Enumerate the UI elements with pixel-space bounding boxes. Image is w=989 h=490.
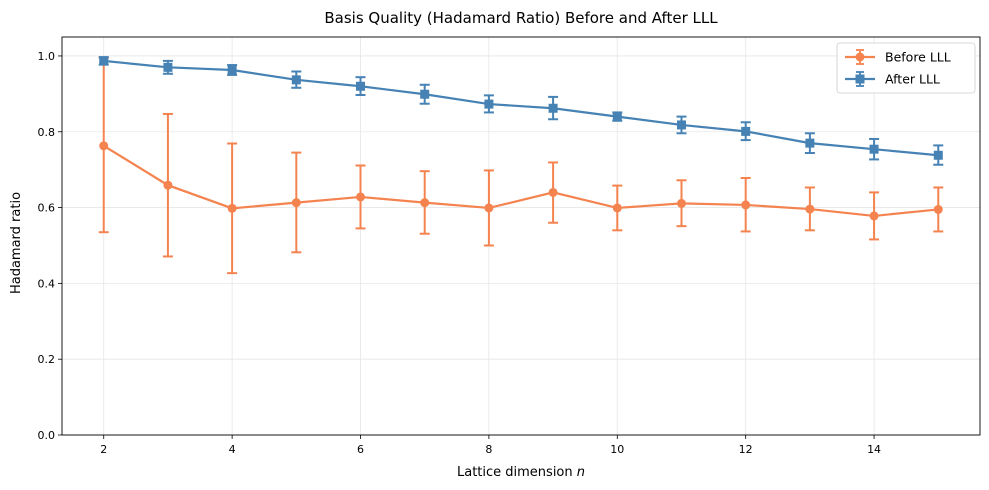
y-axis-ticks: 0.0 0.2 0.4 0.6 0.8 1.0 (38, 50, 62, 442)
legend-label: Before LLL (885, 50, 951, 65)
data-point (933, 204, 943, 214)
legend-label: After LLL (885, 72, 940, 87)
data-point (484, 99, 494, 109)
chart-title: Basis Quality (Hadamard Ratio) Before an… (324, 9, 718, 27)
x-tick-label: 8 (485, 443, 492, 456)
data-point (420, 89, 430, 99)
x-axis-label: Lattice dimension n (457, 465, 585, 480)
x-tick-label: 2 (100, 443, 107, 456)
legend-box (836, 42, 976, 94)
y-tick-label: 0.0 (38, 429, 56, 442)
data-point (163, 180, 173, 190)
data-point (356, 192, 366, 202)
grid (62, 37, 980, 436)
data-point (741, 200, 751, 210)
data-point (356, 81, 366, 91)
y-axis-label: Hadamard ratio (9, 192, 24, 294)
series-layer (98, 56, 944, 275)
data-point (805, 204, 815, 214)
data-point (227, 65, 237, 75)
data-point (869, 211, 879, 221)
data-point (548, 187, 558, 197)
data-point (291, 75, 301, 85)
data-point (933, 150, 943, 160)
data-point (612, 203, 622, 213)
data-point (291, 198, 301, 208)
data-point (805, 138, 815, 148)
legend-marker (855, 52, 865, 62)
x-axis-variable: n (577, 465, 585, 480)
data-point (99, 56, 109, 66)
data-point (484, 203, 494, 213)
x-tick-label: 10 (610, 443, 624, 456)
data-point (420, 198, 430, 208)
data-point (612, 112, 622, 122)
data-point (163, 62, 173, 72)
series-before-lll (98, 56, 944, 275)
data-point (676, 198, 686, 208)
legend: Before LLL After LLL (836, 42, 976, 94)
data-point (869, 144, 879, 154)
y-tick-label: 1.0 (38, 50, 56, 63)
data-point (741, 126, 751, 136)
plot-area-frame (61, 36, 981, 436)
x-tick-label: 12 (739, 443, 753, 456)
x-axis-ticks: 2 4 6 8 10 12 14 (100, 435, 881, 456)
data-point (99, 141, 109, 151)
x-tick-label: 4 (229, 443, 236, 456)
y-tick-label: 0.4 (38, 277, 56, 290)
series-line (103, 144, 939, 218)
x-tick-label: 6 (357, 443, 364, 456)
legend-marker (855, 74, 865, 84)
y-tick-label: 0.6 (38, 202, 56, 215)
data-point (548, 103, 558, 113)
y-tick-label: 0.2 (38, 353, 56, 366)
data-point (227, 203, 237, 213)
data-point (676, 120, 686, 130)
y-tick-label: 0.8 (38, 126, 56, 139)
series-after-lll (98, 56, 944, 166)
series-line (103, 59, 939, 157)
x-tick-label: 14 (867, 443, 881, 456)
